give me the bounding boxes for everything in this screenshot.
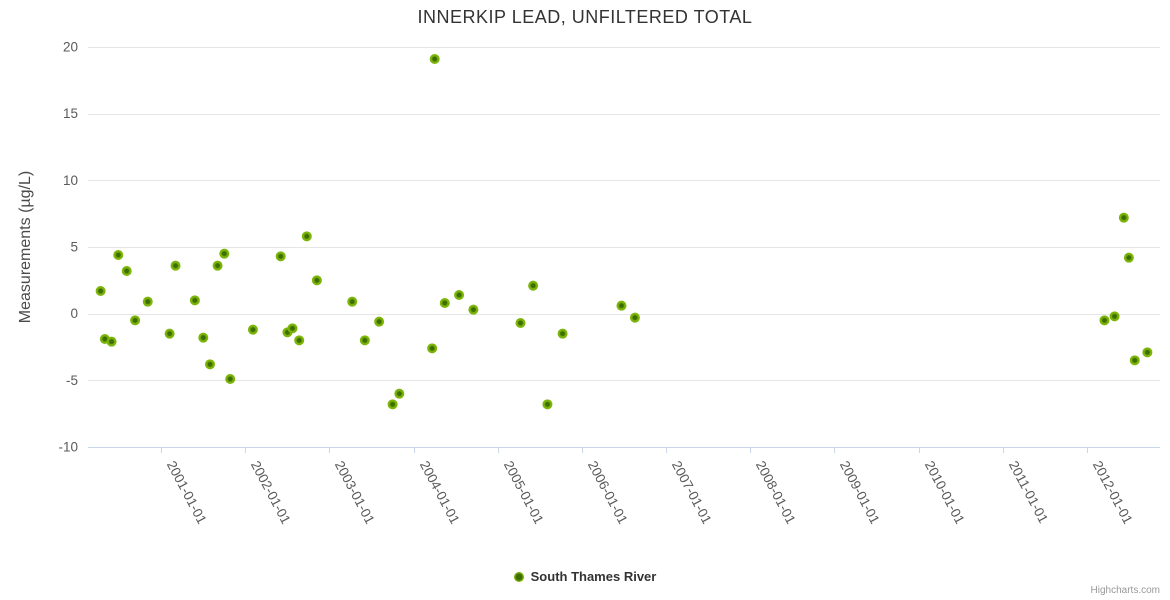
data-point[interactable] [387,399,398,410]
y-axis-tick-label: -5 [66,373,78,388]
data-point[interactable] [219,248,230,259]
legend-item-south-thames-river[interactable]: South Thames River [513,569,657,584]
data-point[interactable] [205,359,216,370]
data-point[interactable] [557,328,568,339]
data-point[interactable] [311,275,322,286]
data-point[interactable] [164,328,175,339]
y-axis-tick-label: 5 [70,240,78,255]
data-point[interactable] [1142,347,1153,358]
data-point[interactable] [247,324,258,335]
legend: South Thames River [0,569,1170,584]
data-point[interactable] [629,312,640,323]
data-point[interactable] [439,298,450,308]
x-axis-tick-label: 2004-01-01 [417,458,463,526]
data-point[interactable] [542,399,553,410]
data-point[interactable] [1123,252,1134,263]
y-axis-tick-label: 10 [63,173,78,188]
data-point[interactable] [359,335,370,346]
data-point[interactable] [454,290,465,300]
x-axis-tick-label: 2008-01-01 [753,458,799,526]
x-axis-tick-label: 2005-01-01 [501,458,547,526]
data-point[interactable] [427,343,438,354]
x-axis-tick-label: 2002-01-01 [248,458,294,526]
data-point[interactable] [106,336,117,347]
data-point[interactable] [198,332,209,343]
y-axis-title: Measurements (µg/L) [17,170,34,324]
x-axis-tick-label: 2003-01-01 [332,458,378,526]
x-axis-tick-label: 2010-01-01 [922,458,968,526]
data-point[interactable] [1109,311,1120,322]
data-point[interactable] [121,266,132,276]
data-point[interactable] [1099,315,1110,326]
data-point[interactable] [130,315,141,326]
data-point[interactable] [212,260,223,271]
data-point[interactable] [225,374,236,384]
data-point[interactable] [429,54,440,64]
x-axis-tick-label: 2011-01-01 [1006,458,1051,525]
chart-title: INNERKIP LEAD, UNFILTERED TOTAL [417,7,753,27]
data-point[interactable] [515,318,526,328]
data-point[interactable] [394,388,405,399]
data-point[interactable] [347,296,358,307]
data-point[interactable] [374,316,385,327]
data-point[interactable] [113,250,124,260]
y-axis-tick-label: 0 [70,306,78,321]
data-point[interactable] [301,231,312,242]
data-point[interactable] [170,260,181,271]
data-point[interactable] [189,295,200,306]
y-axis-tick-label: 20 [63,40,78,55]
data-point[interactable] [468,304,479,315]
legend-series-label: South Thames River [530,569,657,584]
data-point[interactable] [294,335,305,346]
x-axis-tick-label: 2012-01-01 [1090,458,1136,526]
highcharts-credits-link[interactable]: Highcharts.com [1090,585,1160,596]
data-point[interactable] [275,251,286,262]
legend-marker-icon [513,571,524,582]
x-axis-tick-label: 2009-01-01 [837,458,883,526]
y-axis-tick-label: -10 [58,440,78,455]
x-axis-tick-label: 2007-01-01 [669,458,715,526]
data-point[interactable] [616,300,627,311]
data-point[interactable] [142,296,153,307]
data-point[interactable] [1118,212,1129,223]
data-point[interactable] [287,323,298,334]
x-axis-tick-label: 2001-01-01 [164,458,210,526]
data-point[interactable] [1129,355,1140,366]
data-point[interactable] [528,280,539,291]
x-axis-tick-label: 2006-01-01 [585,458,631,526]
y-axis-tick-label: 15 [63,106,78,121]
data-point[interactable] [95,286,106,296]
